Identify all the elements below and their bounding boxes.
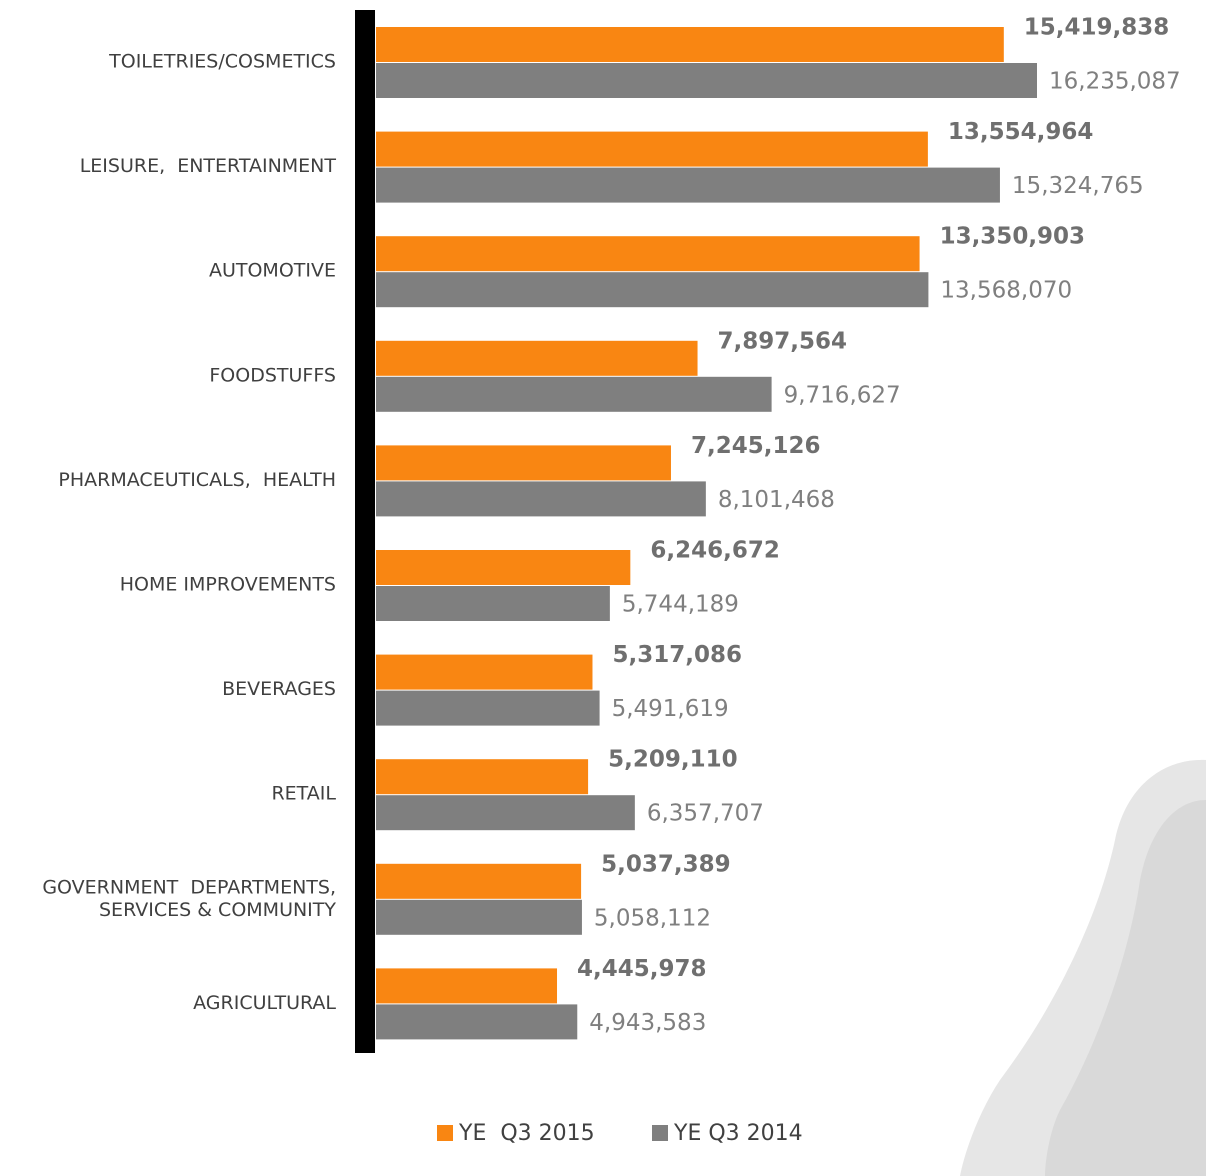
bar [376,63,1037,98]
value-label: 5,209,110 [608,747,738,773]
value-label: 15,419,838 [1024,15,1170,41]
value-label: 13,554,964 [948,119,1094,145]
value-label: 5,037,389 [601,851,731,877]
value-label: 5,491,619 [612,696,729,722]
value-label: 7,245,126 [691,433,821,459]
page: {"chart_data": {"type": "bar", "orientat… [0,0,1206,1176]
bar [376,795,635,830]
value-label: 16,235,087 [1049,69,1181,95]
category-label: BEVERAGES [222,678,336,700]
category-label: PHARMACEUTICALS, HEALTH [58,469,336,491]
bar [376,272,928,307]
value-label: 6,357,707 [647,801,764,827]
bar [376,550,630,585]
value-label: 5,058,112 [594,905,711,931]
bar [376,341,698,376]
legend-label: YE Q3 2014 [673,1121,803,1146]
category-label: LEISURE, ENTERTAINMENT [80,155,337,177]
bar [376,445,671,480]
axis-bar [355,10,375,1053]
bar [376,1004,577,1039]
legend-swatch [437,1125,453,1141]
bar [376,864,581,899]
bar [376,968,557,1003]
legend-swatch [652,1125,668,1141]
bar [376,481,706,516]
value-label: 6,246,672 [650,538,780,564]
bar [376,759,588,794]
plot: TOILETRIES/COSMETICS 15,419,838 16,235,087… [42,15,1180,1147]
bar [376,236,920,271]
bar [376,586,610,621]
value-label: 13,350,903 [940,224,1086,250]
value-label: 5,744,189 [622,592,739,618]
category-label: HOME IMPROVEMENTS [120,574,336,596]
category-label: AGRICULTURAL [193,992,336,1014]
category-label: GOVERNMENT DEPARTMENTS,SERVICES & COMMUN… [42,876,336,921]
value-label: 7,897,564 [718,328,848,354]
legend-label: YE Q3 2015 [458,1121,595,1146]
value-label: 13,568,070 [940,278,1072,304]
value-label: 4,943,583 [589,1010,706,1036]
value-label: 4,445,978 [577,956,707,982]
bar [376,168,1000,203]
value-label: 15,324,765 [1012,173,1144,199]
category-label: AUTOMOTIVE [209,260,336,282]
bar [376,900,582,935]
category-label: TOILETRIES/COSMETICS [108,51,336,73]
bar [376,691,600,726]
bar [376,132,928,167]
value-label: 5,317,086 [612,642,742,668]
bar [376,655,592,690]
category-label: FOODSTUFFS [209,364,336,386]
value-label: 9,716,627 [784,382,901,408]
bar [376,377,772,412]
value-label: 8,101,468 [718,487,835,513]
chart: TOILETRIES/COSMETICS 15,419,838 16,235,087… [0,0,1206,1176]
bar [376,27,1004,62]
category-label: RETAIL [271,783,336,805]
